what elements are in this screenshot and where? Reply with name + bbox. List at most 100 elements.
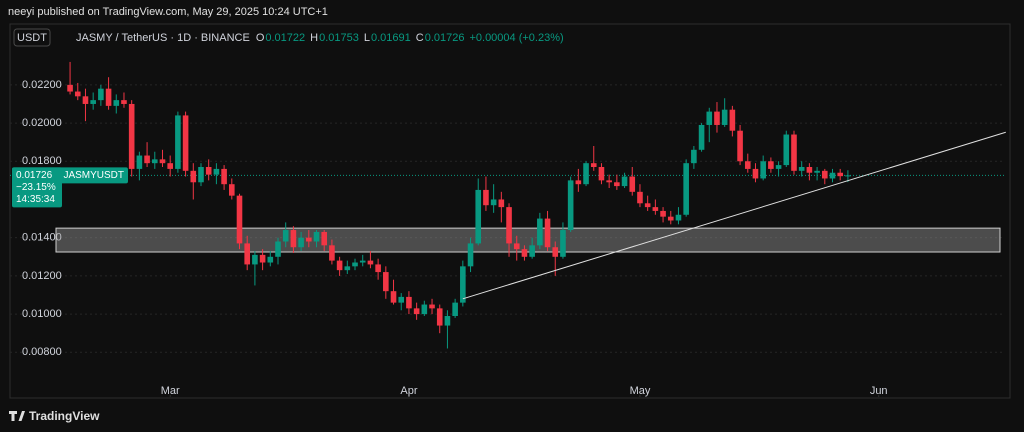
candle-body [306, 237, 312, 242]
candle-body [629, 176, 636, 192]
candle-body [267, 256, 274, 263]
price-label-box [12, 167, 62, 208]
candle-body [175, 115, 181, 169]
candle-body [74, 91, 81, 97]
legend-ohlc-label: C [416, 32, 424, 44]
candle-body [513, 243, 520, 250]
candle-body [282, 230, 289, 242]
y-tick-label: 0.00800 [22, 346, 62, 358]
pane-border [9, 23, 1011, 399]
candle-body [644, 203, 651, 208]
legend-change: +0.00004 (+0.23%) [469, 32, 563, 44]
candle-body [483, 189, 489, 206]
candle-body [344, 266, 351, 271]
currency-box[interactable] [13, 28, 51, 47]
candle-body [552, 247, 559, 257]
candle-body [329, 245, 335, 261]
candle-body [775, 165, 782, 169]
candle-body [205, 167, 212, 175]
candle-body [791, 134, 797, 171]
candle-body [768, 161, 774, 169]
candle-body [452, 302, 458, 317]
candle-body [383, 272, 389, 292]
candle-body [760, 161, 766, 179]
candle-body [467, 243, 474, 267]
candle-body [228, 184, 235, 196]
candle-body [375, 264, 381, 273]
candle-body [144, 155, 150, 164]
candle-body [413, 308, 420, 315]
candle-body [637, 191, 643, 204]
candle-body [575, 180, 582, 185]
candle-body [806, 167, 813, 173]
candle-body [737, 130, 743, 162]
publisher: neeyi published on TradingView.com, May … [8, 6, 328, 18]
candle-body [821, 170, 828, 179]
candle-body [698, 124, 705, 150]
candle-body [367, 260, 374, 265]
candle-body [590, 163, 597, 167]
candle-body [336, 260, 343, 271]
legend-ohlc-value: 0.01726 [425, 32, 465, 44]
candle-body [151, 159, 158, 164]
candle-body [159, 159, 166, 164]
y-tick-label: 0.01200 [22, 270, 62, 282]
candle-body [652, 207, 659, 211]
candle-body [475, 189, 482, 244]
candle-body [236, 195, 243, 244]
candle-body [783, 134, 790, 166]
candle-body [429, 304, 435, 309]
candle-body [128, 103, 135, 169]
candle-body [560, 230, 566, 257]
candle-body [82, 96, 89, 104]
candle-body [321, 231, 328, 246]
candle-body [113, 100, 120, 106]
candle-body [298, 237, 304, 248]
candle-body [837, 172, 843, 177]
candle-body [752, 168, 759, 179]
x-tick-label: Mar [161, 385, 180, 397]
candle-body [90, 100, 96, 104]
legend-ohlc-value: 0.01722 [265, 32, 305, 44]
candle-body [444, 316, 451, 326]
candle-body [436, 308, 443, 326]
footer: TradingView [29, 409, 100, 423]
candle-body [182, 115, 189, 171]
candle-body [683, 163, 689, 215]
candle-body [244, 243, 250, 265]
candle-body [313, 231, 320, 242]
candle-body [398, 296, 405, 303]
candle-body [221, 168, 227, 185]
candle-body [498, 199, 505, 208]
y-tick-label: 0.01000 [22, 308, 62, 320]
y-tick-label: 0.01800 [22, 155, 62, 167]
candle-body [252, 254, 258, 265]
candle-body [675, 214, 682, 221]
footer-logo [9, 411, 25, 421]
candle-body [583, 163, 589, 185]
countdown: 14:35:34 [16, 194, 55, 205]
candle-body [506, 207, 512, 244]
candle-body [352, 262, 358, 267]
candle-body [167, 163, 173, 169]
price-label: 0.01726 [16, 170, 53, 181]
x-tick-label: May [630, 385, 651, 397]
legend-ohlc-label: H [310, 32, 318, 44]
legend-ohlc-value: 0.01691 [371, 32, 411, 44]
candle-body [421, 304, 428, 315]
legend-ohlc-label: O [256, 32, 265, 44]
candle-body [660, 210, 666, 217]
legend-symbol: JASMY / TetherUS · 1D · BINANCE [76, 32, 250, 44]
candle-body [744, 161, 751, 169]
candle-body [98, 88, 104, 101]
candle-body [121, 100, 127, 104]
x-tick-label: Apr [400, 385, 417, 397]
currency[interactable]: USDT [17, 32, 47, 44]
candle-body [667, 216, 674, 221]
candle-body [845, 175, 851, 177]
trendline [462, 131, 1006, 300]
legend-ohlc-label: L [364, 32, 370, 44]
candle-body [390, 291, 397, 303]
symbol-label: JASMYUSDT [63, 170, 124, 181]
candle-body [598, 167, 605, 181]
